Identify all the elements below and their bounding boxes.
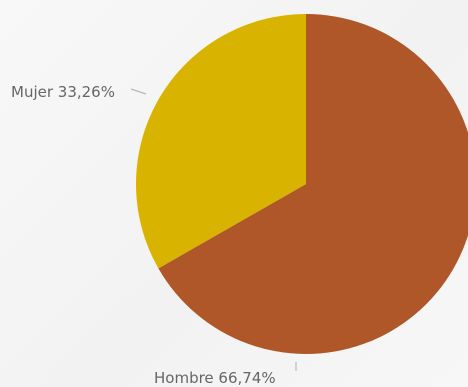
mujer-leader-line [130, 88, 147, 95]
hombre-slice [158, 14, 468, 354]
mujer-slice-label: Mujer 33,26% [11, 83, 115, 101]
mujer-slice [135, 14, 306, 269]
pie-slices [135, 14, 468, 354]
hombre-slice-label: Hombre 66,74% [154, 369, 276, 387]
